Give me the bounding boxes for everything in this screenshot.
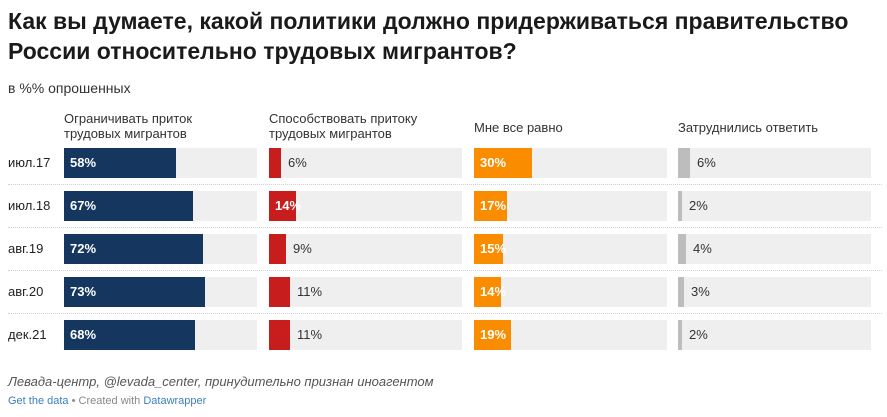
- bar-track: 4%: [678, 234, 871, 264]
- value-label: 6%: [697, 155, 716, 170]
- bar-track: 6%: [269, 148, 462, 178]
- bar: [678, 148, 690, 178]
- bar: [474, 277, 501, 307]
- bar: [678, 277, 684, 307]
- bar: [474, 320, 511, 350]
- bar: [269, 277, 290, 307]
- column-header: Способствовать притоку трудовых мигранто…: [269, 111, 418, 141]
- value-label: 11%: [297, 327, 323, 342]
- bar-track: 19%: [474, 320, 667, 350]
- row-label: авг.20: [8, 284, 44, 299]
- footer-separator: • Created with: [68, 395, 144, 407]
- row-separator: [8, 227, 882, 228]
- row-label: июл.17: [8, 155, 51, 170]
- column-header: Затруднились ответить: [678, 120, 819, 135]
- chart-subtitle: в %% опрошенных: [8, 80, 131, 96]
- bar: [269, 191, 296, 221]
- bar-track: 30%: [474, 148, 667, 178]
- bar-track: 2%: [678, 191, 871, 221]
- bar: [64, 234, 203, 264]
- bar: [269, 320, 290, 350]
- bar: [64, 148, 176, 178]
- value-label: 4%: [693, 241, 712, 256]
- bar-track: 2%: [678, 320, 871, 350]
- value-label: 9%: [293, 241, 312, 256]
- value-label: 11%: [297, 284, 323, 299]
- bar: [64, 277, 205, 307]
- bar-track: 9%: [269, 234, 462, 264]
- bar-track: 67%: [64, 191, 257, 221]
- row-label: авг.19: [8, 241, 44, 256]
- bar: [64, 191, 193, 221]
- bar-track: 14%: [474, 277, 667, 307]
- chart-title: Как вы думаете, какой политики должно пр…: [8, 8, 849, 64]
- bar-track: 73%: [64, 277, 257, 307]
- bar: [64, 320, 195, 350]
- bar: [269, 234, 286, 264]
- footer: Get the data • Created with Datawrapper: [8, 395, 206, 407]
- bar-track: 14%: [269, 191, 462, 221]
- value-label: 30%: [480, 155, 507, 170]
- row-label: июл.18: [8, 198, 51, 213]
- bar: [474, 191, 507, 221]
- bar-track: 15%: [474, 234, 667, 264]
- bar-track: 3%: [678, 277, 871, 307]
- row-label: дек.21: [8, 327, 47, 342]
- bar-track: 6%: [678, 148, 871, 178]
- bar: [678, 234, 686, 264]
- value-label: 15%: [480, 241, 507, 256]
- value-label: 2%: [689, 198, 708, 213]
- value-label: 68%: [70, 327, 97, 342]
- value-label: 2%: [689, 327, 708, 342]
- value-label: 58%: [70, 155, 97, 170]
- value-label: 14%: [275, 198, 302, 213]
- column-header: Ограничивать приток трудовых мигрантов: [64, 111, 193, 141]
- value-label: 14%: [480, 284, 507, 299]
- get-data-link[interactable]: Get the data: [8, 395, 69, 407]
- row-separator: [8, 270, 882, 271]
- datawrapper-link[interactable]: Datawrapper: [143, 395, 207, 407]
- value-label: 67%: [70, 198, 97, 213]
- value-label: 19%: [480, 327, 507, 342]
- bar: [474, 148, 532, 178]
- value-label: 73%: [70, 284, 97, 299]
- source-note: Левада-центр, @levada_center, принудител…: [8, 374, 434, 389]
- bar: [678, 191, 682, 221]
- row-separator: [8, 313, 882, 314]
- row-separator: [8, 184, 882, 185]
- value-label: 72%: [70, 241, 97, 256]
- bar-track: 58%: [64, 148, 257, 178]
- bar-track: 72%: [64, 234, 257, 264]
- bar-track: 68%: [64, 320, 257, 350]
- bar: [474, 234, 503, 264]
- bar-track: 11%: [269, 277, 462, 307]
- bar: [678, 320, 682, 350]
- value-label: 17%: [480, 198, 507, 213]
- value-label: 6%: [288, 155, 307, 170]
- column-header: Мне все равно: [474, 120, 563, 135]
- bar-track: 11%: [269, 320, 462, 350]
- bar-track: 17%: [474, 191, 667, 221]
- bar: [269, 148, 281, 178]
- value-label: 3%: [691, 284, 710, 299]
